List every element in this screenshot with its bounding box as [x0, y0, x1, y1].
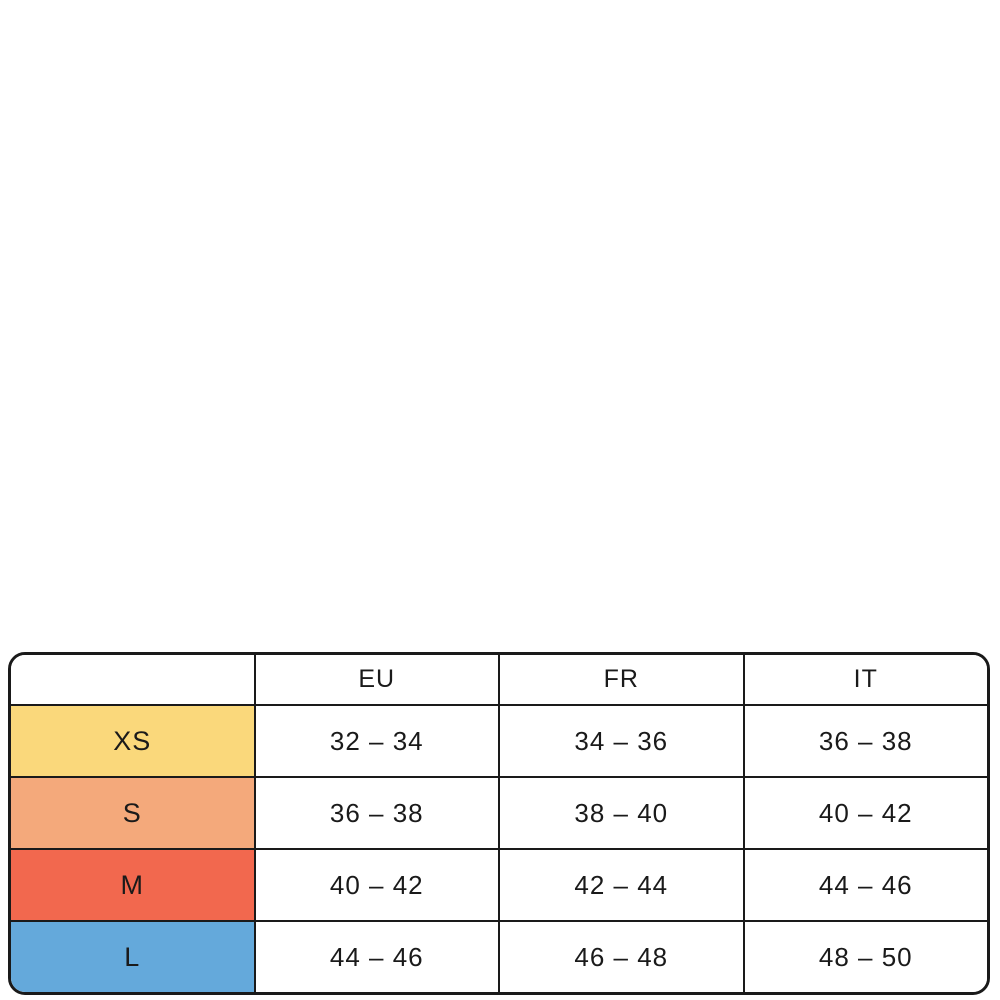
value-l-it: 48 – 50 — [742, 922, 987, 992]
value-l-eu: 44 – 46 — [253, 922, 498, 992]
header-cell-eu: EU — [253, 655, 498, 704]
header-cell-fr: FR — [498, 655, 743, 704]
value-m-eu: 40 – 42 — [253, 850, 498, 920]
value-xs-eu: 32 – 34 — [253, 706, 498, 776]
table-row-s: S 36 – 38 38 – 40 40 – 42 — [11, 776, 987, 848]
header-cell-it: IT — [742, 655, 987, 704]
table-row-l: L 44 – 46 46 – 48 48 – 50 — [11, 920, 987, 992]
value-s-it: 40 – 42 — [742, 778, 987, 848]
size-label-s: S — [11, 778, 254, 848]
value-s-eu: 36 – 38 — [253, 778, 498, 848]
value-s-fr: 38 – 40 — [498, 778, 743, 848]
size-label-xs: XS — [11, 706, 254, 776]
table-row-xs: XS 32 – 34 34 – 36 36 – 38 — [11, 704, 987, 776]
value-xs-fr: 34 – 36 — [498, 706, 743, 776]
value-l-fr: 46 – 48 — [498, 922, 743, 992]
value-m-fr: 42 – 44 — [498, 850, 743, 920]
value-xs-it: 36 – 38 — [742, 706, 987, 776]
size-label-l: L — [11, 922, 254, 992]
size-label-m: M — [11, 850, 254, 920]
table-row-m: M 40 – 42 42 – 44 44 – 46 — [11, 848, 987, 920]
header-cell-size — [11, 655, 254, 704]
value-m-it: 44 – 46 — [742, 850, 987, 920]
size-conversion-table: EU FR IT XS 32 – 34 34 – 36 36 – 38 S 36… — [8, 652, 990, 995]
table-header-row: EU FR IT — [11, 655, 987, 704]
